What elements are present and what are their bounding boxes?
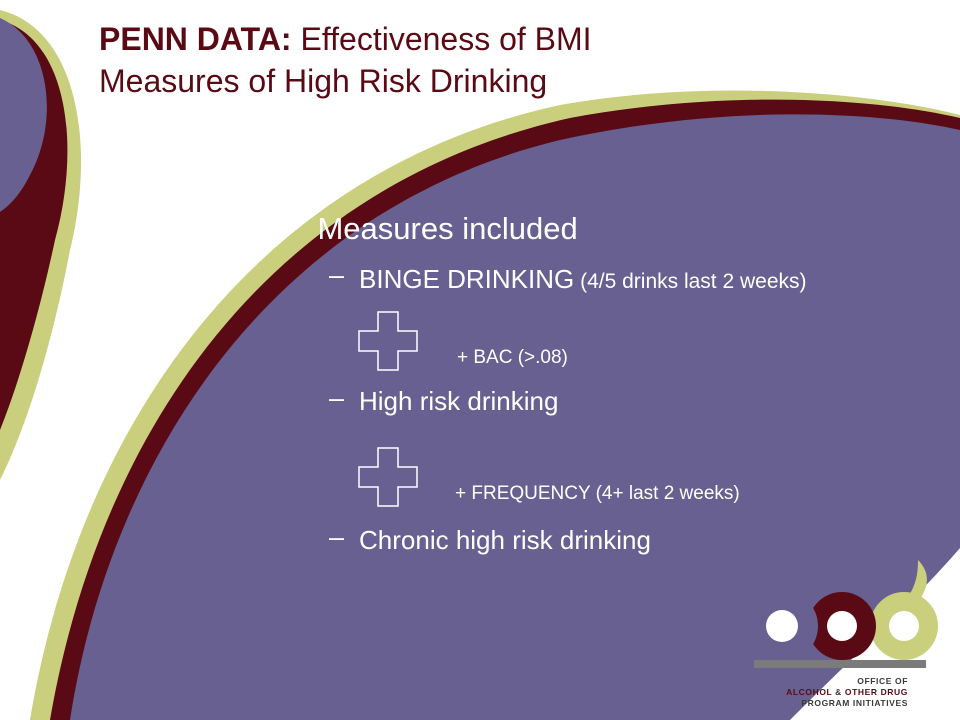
logo-alcohol: ALCOHOL: [786, 687, 833, 697]
bullet-dot: •: [282, 211, 293, 246]
sub-item-binge-label: BINGE DRINKING: [359, 264, 575, 294]
logo-other-drug: OTHER DRUG: [844, 687, 908, 697]
dash-marker-3: –: [329, 522, 345, 552]
sub-item-binge: BINGE DRINKING (4/5 drinks last 2 weeks): [359, 262, 807, 299]
aod-logo-mark: [746, 560, 938, 668]
sub-item-high-risk: High risk drinking: [359, 386, 559, 416]
sub-item-binge-detail: (4/5 drinks last 2 weeks): [574, 270, 807, 293]
bullet-text: Measures included: [317, 211, 578, 246]
title-strong: PENN DATA:: [99, 21, 292, 57]
logo-line-2: ALCOHOL & OTHER DRUG: [786, 687, 908, 697]
dash-marker-1: –: [329, 260, 345, 290]
plus-outline-icon: [358, 311, 418, 371]
title-line-2: Measures of High Risk Drinking: [99, 63, 548, 99]
sub-item-chronic: Chronic high risk drinking: [359, 525, 651, 555]
plus-note-frequency: + FREQUENCY (4+ last 2 weeks): [455, 483, 740, 504]
slide-title: PENN DATA: Effectiveness of BMI Measures…: [99, 18, 592, 102]
plus-outline-icon: [358, 447, 418, 507]
logo-line-3: PROGRAM INITIATIVES: [801, 698, 908, 708]
logo-line-1: OFFICE OF: [857, 676, 908, 686]
title-rest: Effectiveness of BMI: [291, 21, 592, 57]
dash-marker-2: –: [329, 383, 345, 413]
bullet-measures-included: • Measures included: [282, 209, 578, 249]
logo-amp: &: [832, 687, 845, 697]
plus-note-bac: + BAC (>.08): [457, 347, 568, 368]
aod-logo: OFFICE OF ALCOHOL & OTHER DRUG PROGRAM I…: [740, 560, 940, 720]
